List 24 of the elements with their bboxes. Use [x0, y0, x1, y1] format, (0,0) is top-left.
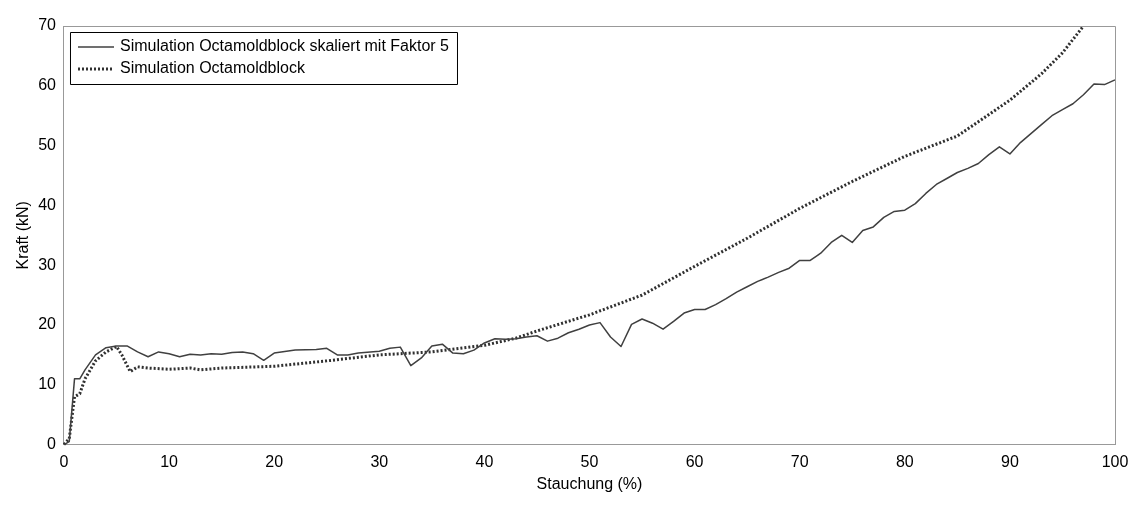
- x-tick-label: 50: [580, 452, 599, 470]
- x-tick-label: 40: [475, 452, 494, 470]
- y-tick-label: 60: [38, 76, 57, 94]
- x-tick-label: 30: [370, 452, 389, 470]
- x-tick-label: 70: [790, 452, 809, 470]
- y-tick-label: 10: [38, 375, 57, 393]
- x-tick-label: 100: [1101, 452, 1129, 470]
- legend-label: Simulation Octamoldblock: [120, 59, 306, 77]
- line-series: [62, 24, 1085, 447]
- y-tick-label: 40: [38, 195, 57, 213]
- x-tick-label: 20: [265, 452, 284, 470]
- x-tick-label: 0: [59, 452, 69, 470]
- x-tick-label: 60: [685, 452, 704, 470]
- x-axis-title: Stauchung (%): [536, 474, 643, 492]
- y-tick-label: 30: [38, 255, 57, 273]
- x-tick-label: 90: [1001, 452, 1019, 470]
- y-tick-label: 0: [47, 435, 57, 453]
- y-tick-label: 50: [38, 136, 57, 154]
- x-tick-label: 10: [160, 452, 179, 470]
- legend-label: Simulation Octamoldblock skaliert mit Faktor 5: [120, 37, 450, 55]
- y-tick-label: 70: [38, 16, 57, 34]
- y-axis-title: Kraft (kN): [14, 201, 32, 270]
- y-tick-label: 20: [38, 315, 57, 333]
- x-tick-label: 80: [895, 452, 914, 470]
